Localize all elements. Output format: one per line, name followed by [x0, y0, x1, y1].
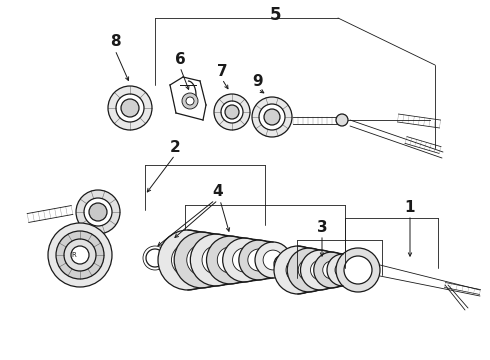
Circle shape	[172, 243, 204, 276]
Text: 8: 8	[110, 35, 121, 49]
Circle shape	[336, 248, 380, 292]
Circle shape	[159, 245, 185, 271]
Text: 6: 6	[174, 53, 185, 68]
Circle shape	[174, 232, 230, 288]
Circle shape	[187, 244, 218, 275]
Circle shape	[255, 242, 291, 278]
Circle shape	[76, 190, 120, 234]
Circle shape	[108, 86, 152, 130]
Circle shape	[252, 97, 292, 137]
Circle shape	[239, 240, 279, 280]
Circle shape	[164, 250, 180, 266]
Circle shape	[56, 231, 104, 279]
Circle shape	[116, 94, 144, 122]
Circle shape	[327, 254, 359, 286]
Circle shape	[48, 223, 112, 287]
Text: 9: 9	[253, 75, 263, 90]
Circle shape	[274, 255, 292, 273]
Text: 3: 3	[317, 220, 327, 235]
Text: 5: 5	[269, 6, 281, 24]
Circle shape	[344, 256, 372, 284]
Circle shape	[221, 101, 243, 123]
Circle shape	[233, 248, 257, 272]
Circle shape	[311, 260, 330, 280]
Circle shape	[71, 246, 89, 264]
Circle shape	[323, 261, 341, 279]
Text: 1: 1	[405, 201, 415, 216]
Circle shape	[158, 230, 218, 290]
Circle shape	[248, 249, 270, 271]
Circle shape	[286, 258, 310, 282]
Circle shape	[214, 94, 250, 130]
Circle shape	[336, 114, 348, 126]
Circle shape	[263, 250, 283, 270]
Circle shape	[84, 198, 112, 226]
Circle shape	[190, 234, 243, 286]
Circle shape	[225, 105, 239, 119]
Circle shape	[300, 250, 341, 290]
Circle shape	[278, 259, 288, 269]
Text: 4: 4	[213, 184, 223, 199]
Circle shape	[335, 262, 351, 278]
Circle shape	[202, 246, 231, 274]
Circle shape	[222, 238, 267, 282]
Circle shape	[264, 109, 280, 125]
Circle shape	[217, 247, 244, 273]
Text: R: R	[72, 252, 76, 258]
Circle shape	[298, 259, 320, 281]
Circle shape	[121, 99, 139, 117]
Circle shape	[314, 252, 350, 288]
Circle shape	[186, 97, 194, 105]
Text: 7: 7	[217, 64, 227, 80]
Circle shape	[259, 104, 285, 130]
Text: 2: 2	[170, 140, 180, 156]
Circle shape	[89, 203, 107, 221]
Circle shape	[182, 93, 198, 109]
Circle shape	[64, 239, 96, 271]
Circle shape	[274, 246, 322, 294]
Circle shape	[287, 248, 331, 292]
Circle shape	[206, 236, 254, 284]
